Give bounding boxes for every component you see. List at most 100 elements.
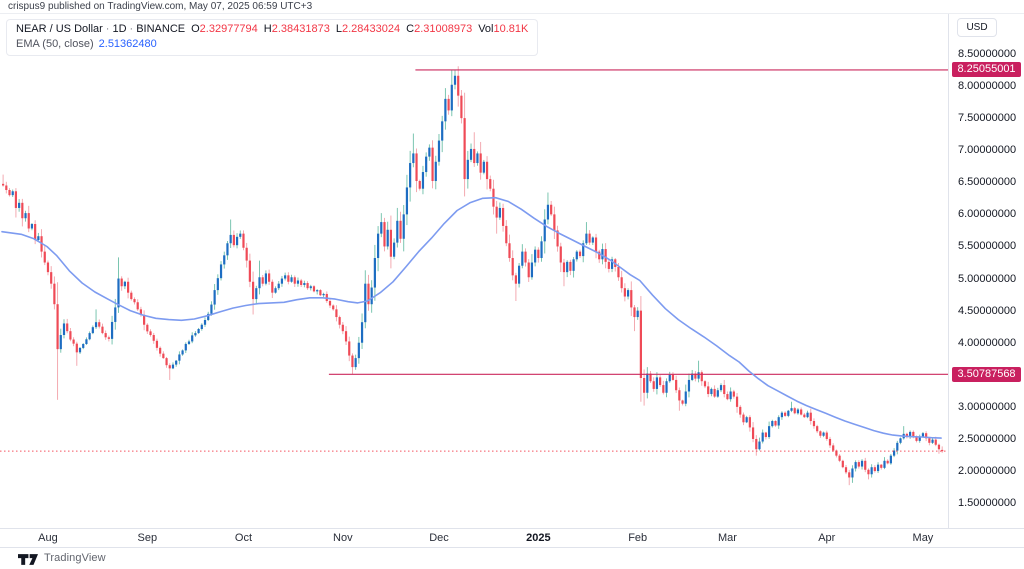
candle-body xyxy=(578,251,582,257)
price-tick-label: 2.50000000 xyxy=(958,432,1017,445)
currency-toggle-button[interactable]: USD xyxy=(957,18,997,37)
tradingview-logo-icon[interactable] xyxy=(18,554,38,565)
candle-body xyxy=(8,190,11,196)
ema-legend-row[interactable]: EMA (50, close) 2.51362480 xyxy=(16,37,528,51)
candle-body xyxy=(764,432,767,438)
candle-body xyxy=(197,329,200,334)
candle-body xyxy=(14,191,18,208)
candle-body xyxy=(396,220,399,243)
chart-plot-area[interactable] xyxy=(0,14,948,528)
candle-body xyxy=(909,431,912,438)
candle-body xyxy=(713,388,716,397)
candle-body xyxy=(838,455,841,461)
ohlc-value: 2.28433024 xyxy=(342,23,401,35)
candle-body xyxy=(412,153,415,164)
legend-separator-2: · xyxy=(129,23,134,35)
candle-body xyxy=(251,281,255,300)
candle-body xyxy=(348,341,351,356)
level-price-label: 3.50787568 xyxy=(952,366,1021,382)
candle-body xyxy=(274,288,277,293)
candle-body xyxy=(191,335,194,342)
candle-body xyxy=(66,323,69,332)
candle-body xyxy=(18,202,21,208)
legend-separator-1: · xyxy=(105,23,110,35)
candle-body xyxy=(649,373,652,382)
candle-body xyxy=(415,153,418,182)
candle-body xyxy=(94,322,98,328)
candle-body xyxy=(784,412,787,416)
candle-body xyxy=(905,433,909,438)
candle-body xyxy=(896,442,899,451)
candle-body xyxy=(232,234,235,246)
candle-body xyxy=(742,414,745,423)
candle-body xyxy=(703,381,707,387)
time-axis[interactable]: Aug Sep Oct Nov Dec 2025 Feb Mar Apr May xyxy=(0,528,1024,548)
candlestick-chart[interactable] xyxy=(0,14,948,528)
candle-body xyxy=(152,335,155,341)
price-tick-label: 4.50000000 xyxy=(958,304,1017,317)
candle-body xyxy=(255,288,258,300)
price-axis[interactable]: USD 1.50000000 2.00000000 2.50000000 3.0000… xyxy=(948,14,1024,547)
ohlc-key: L xyxy=(335,23,342,35)
candle-body xyxy=(284,275,287,279)
candle-body xyxy=(258,277,261,289)
candle-body xyxy=(780,412,784,418)
candle-body xyxy=(82,344,85,348)
candle-body xyxy=(841,460,844,468)
chart-legend[interactable]: NEAR / US Dollar · 1D · BINANCE O2.32977794 H2… xyxy=(6,19,539,56)
ohlc-value: 2.31008973 xyxy=(414,23,473,35)
time-tick-label: Oct xyxy=(234,532,253,544)
time-tick-label: Sep xyxy=(137,532,158,544)
ema-50-line[interactable] xyxy=(1,196,942,439)
candle-body xyxy=(601,249,604,260)
candle-body xyxy=(162,353,165,359)
candle-body xyxy=(364,283,367,323)
candle-body xyxy=(117,278,120,308)
candle-body xyxy=(860,460,864,467)
candle-body xyxy=(367,283,370,305)
candle-body xyxy=(277,283,280,289)
interval-label[interactable]: 1D xyxy=(112,23,127,35)
candle-body xyxy=(485,161,489,180)
candle-body xyxy=(899,438,902,443)
candle-body xyxy=(444,98,447,122)
price-tick-label: 5.50000000 xyxy=(958,240,1017,253)
candle-body xyxy=(235,236,239,246)
candle-body xyxy=(864,460,867,470)
candle-body xyxy=(562,262,566,273)
candle-body xyxy=(104,333,107,338)
candle-body xyxy=(280,278,284,284)
candle-body xyxy=(389,229,393,257)
level-price-label: 8.25055001 xyxy=(952,62,1021,78)
candle-body xyxy=(566,261,569,273)
candle-body xyxy=(98,322,101,327)
candle-body xyxy=(941,449,944,452)
candle-body xyxy=(886,460,889,464)
candle-body xyxy=(405,187,409,215)
tradingview-brand-text[interactable]: TradingView xyxy=(44,552,106,564)
candle-body xyxy=(146,324,149,332)
candle-body xyxy=(501,207,505,226)
candle-body xyxy=(854,462,857,469)
candle-body xyxy=(245,247,248,261)
candle-body xyxy=(322,293,325,296)
candle-body xyxy=(710,388,713,395)
candle-body xyxy=(761,432,764,442)
candle-body xyxy=(691,373,694,380)
candle-body xyxy=(479,153,482,173)
ema-indicator-label[interactable]: EMA (50, close) xyxy=(16,38,94,50)
candle-body xyxy=(383,222,386,247)
candle-body xyxy=(665,381,668,393)
candle-body xyxy=(498,207,501,218)
candle-body xyxy=(636,310,639,318)
candle-body xyxy=(463,118,466,180)
candle-body xyxy=(511,258,514,276)
candle-body xyxy=(203,320,207,325)
candle-body xyxy=(873,467,876,472)
candle-body xyxy=(409,163,412,188)
candle-body xyxy=(402,214,405,239)
candle-body xyxy=(928,438,931,443)
candle-body xyxy=(835,450,838,456)
candle-body xyxy=(139,309,143,315)
symbol-name[interactable]: NEAR / US Dollar xyxy=(16,23,103,35)
